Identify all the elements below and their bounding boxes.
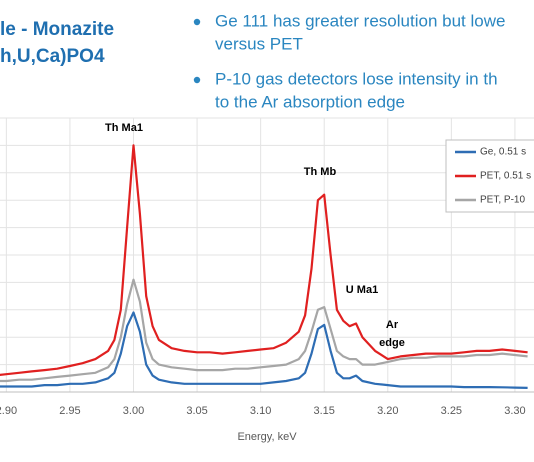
series-line (0, 144, 528, 377)
x-tick-label: 3.20 (377, 405, 398, 417)
x-tick-label: 3.10 (250, 405, 271, 417)
title-line: h,U,Ca)PO4 (0, 46, 105, 67)
legend-label: Ge, 0.51 s (480, 147, 526, 158)
x-tick-label: 3.05 (186, 405, 207, 417)
legend-label: PET, 0.51 s (480, 171, 531, 182)
annotation: edge (379, 337, 405, 349)
title-line: le - Monazite (0, 19, 114, 40)
x-axis-label: Energy, keV (237, 431, 297, 443)
legend-label: PET, P-10 (480, 195, 525, 206)
x-tick-label: 3.15 (314, 405, 335, 417)
bullet-text: to the Ar absorption edge (215, 92, 405, 111)
bullet-text: versus PET (215, 34, 303, 53)
x-tick-label: 3.25 (441, 405, 462, 417)
x-tick-label: 3.00 (123, 405, 144, 417)
bullet-text: P-10 gas detectors lose intensity in th (215, 69, 498, 88)
x-tick-label: 2.95 (59, 405, 80, 417)
series-line (0, 278, 528, 383)
bullet-dot (193, 18, 201, 26)
x-tick-label: 3.30 (504, 405, 525, 417)
annotation: U Ma1 (346, 284, 378, 296)
annotation: Th Ma1 (105, 122, 143, 134)
annotation: Ar (386, 319, 399, 331)
bullet-text: Ge 111 has greater resolution but lowe (215, 11, 505, 30)
x-tick-label: 2.90 (0, 405, 17, 417)
series-line (0, 311, 528, 389)
annotation: Th Mb (304, 166, 337, 178)
bullet-dot (193, 76, 201, 84)
